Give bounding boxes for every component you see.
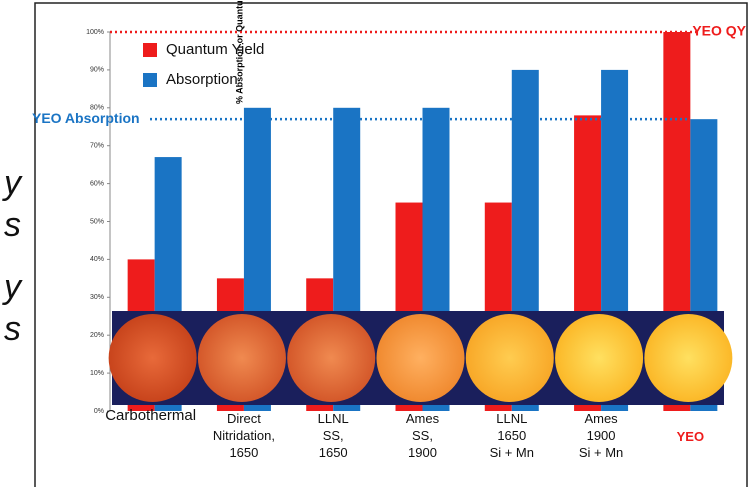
sample-disc — [287, 314, 376, 402]
y-tick-label: 90% — [90, 67, 104, 74]
y-tick-label: 30% — [90, 294, 104, 301]
legend-swatch — [143, 43, 157, 57]
x-tick-label: Carbothermal — [105, 407, 197, 424]
legend-label: Absorption — [166, 71, 238, 88]
x-tick-label: LLNL SS, 1650 — [317, 411, 349, 460]
x-tick-label: Direct Nitridation, 1650 — [212, 411, 275, 460]
x-tick-label: LLNL 1650 Si + Mn — [489, 411, 534, 460]
y-tick-label: 50% — [90, 218, 104, 225]
y-tick-label: 10% — [90, 370, 104, 377]
legend-label: Quantum Yield — [166, 41, 264, 58]
y-tick-label: 20% — [90, 332, 104, 339]
photo — [108, 311, 733, 405]
y-axis-title: % Absorption or Quantum Yield — [234, 0, 244, 104]
side-text: y — [2, 268, 23, 306]
y-tick-label: 40% — [90, 256, 104, 263]
legend-swatch — [143, 73, 157, 87]
frame — [34, 2, 748, 487]
side-text: y — [2, 164, 23, 202]
reference-label: YEO Absorption — [32, 110, 140, 126]
sample-disc — [644, 314, 733, 402]
sample-disc — [108, 314, 197, 402]
sample-disc — [376, 314, 465, 402]
sample-disc — [555, 314, 644, 402]
x-tick-label: Ames 1900 Si + Mn — [578, 411, 624, 460]
y-tick-label: 60% — [90, 180, 104, 187]
side-text: s — [4, 310, 21, 348]
x-tick-label: YEO — [676, 429, 705, 444]
y-tick-label: 0% — [94, 408, 104, 415]
y-tick-label: 70% — [90, 143, 104, 150]
y-tick-label: 80% — [90, 105, 104, 112]
x-tick-label: Ames SS, 1900 — [405, 411, 440, 460]
side-text: s — [4, 206, 21, 244]
sample-disc — [465, 314, 554, 402]
y-tick-label: 100% — [86, 29, 104, 36]
reference-label: YEO QY — [692, 23, 746, 39]
sample-disc — [197, 314, 286, 402]
